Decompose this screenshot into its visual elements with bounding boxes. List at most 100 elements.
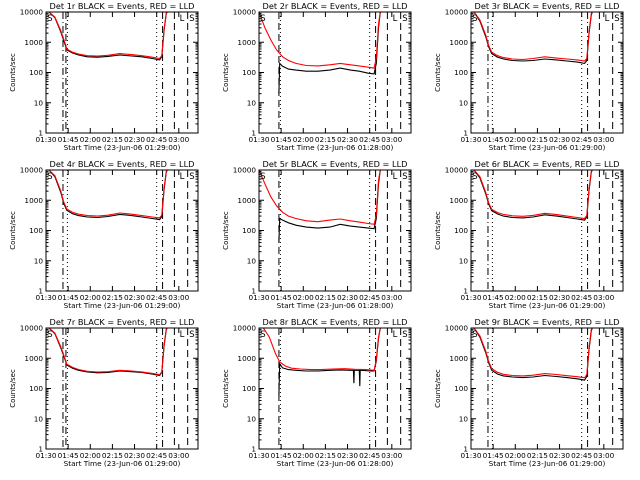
time-marker-annotation: L bbox=[605, 172, 610, 182]
y-tick-label: 1000 bbox=[449, 354, 468, 363]
x-tick-label: 02:15 bbox=[315, 135, 336, 144]
plot-frame bbox=[258, 327, 412, 450]
plot-frame bbox=[45, 327, 199, 450]
y-axis-label: Counts/sec bbox=[434, 369, 442, 408]
x-tick-label: 02:30 bbox=[549, 135, 570, 144]
x-tick-label: 01:30 bbox=[35, 293, 56, 302]
y-tick-label: 1 bbox=[463, 129, 468, 138]
time-marker-annotation: L bbox=[605, 330, 610, 340]
y-tick-label: 1000 bbox=[449, 196, 468, 205]
detector-chart-9: Det 9r BLACK = Events, RED = LLD 01:30 01:… bbox=[434, 317, 624, 468]
time-marker-annotation: S bbox=[472, 172, 477, 182]
time-marker-annotation: S bbox=[260, 14, 265, 24]
x-tick-label: 02:15 bbox=[527, 451, 548, 460]
y-tick-label: 100 bbox=[29, 68, 43, 77]
y-tick-label: 1000 bbox=[449, 38, 468, 47]
y-tick-label: 10 bbox=[34, 414, 44, 423]
x-tick-label: 02:30 bbox=[549, 293, 570, 302]
x-tick-label: 02:45 bbox=[146, 135, 167, 144]
x-tick-label: 02:00 bbox=[293, 135, 314, 144]
y-tick-label: 1000 bbox=[24, 38, 43, 47]
x-tick-label: 02:15 bbox=[315, 293, 336, 302]
y-tick-label: 1 bbox=[463, 445, 468, 454]
x-tick-label: 02:15 bbox=[527, 293, 548, 302]
series-events-line bbox=[46, 328, 169, 377]
y-tick-label: 100 bbox=[29, 226, 43, 235]
time-marker-annotation: S bbox=[47, 14, 52, 24]
detector-chart-4: Det 4r BLACK = Events, RED = LLD 01:30 01:… bbox=[9, 159, 199, 310]
y-axis-label: Counts/sec bbox=[222, 53, 230, 92]
x-tick-label: 02:30 bbox=[549, 451, 570, 460]
time-marker-annotation: S bbox=[614, 330, 619, 340]
x-tick-label: 01:45 bbox=[271, 135, 292, 144]
x-tick-label: 02:45 bbox=[146, 293, 167, 302]
x-tick-label: 02:00 bbox=[505, 135, 526, 144]
y-tick-label: 100 bbox=[242, 384, 256, 393]
y-tick-label: 1 bbox=[463, 287, 468, 296]
y-tick-label: 1 bbox=[38, 445, 43, 454]
x-tick-label: 02:45 bbox=[359, 451, 380, 460]
series-lld-line bbox=[259, 170, 382, 225]
y-axis-label: Counts/sec bbox=[434, 53, 442, 92]
x-tick-label: 02:15 bbox=[102, 135, 123, 144]
time-marker-annotation: L bbox=[393, 330, 398, 340]
y-tick-label: 10000 bbox=[233, 8, 257, 17]
x-tick-label: 02:45 bbox=[146, 451, 167, 460]
plot-frame bbox=[45, 11, 199, 134]
y-tick-label: 1 bbox=[38, 287, 43, 296]
y-tick-label: 1000 bbox=[237, 354, 256, 363]
detector-chart-8: Det 8r BLACK = Events, RED = LLD 01:30 01:… bbox=[222, 317, 412, 468]
y-tick-label: 10 bbox=[34, 256, 44, 265]
x-tick-label: 02:00 bbox=[80, 451, 101, 460]
x-axis-label: Start Time (23-Jun-06 01:29:00) bbox=[489, 459, 606, 468]
y-tick-label: 100 bbox=[242, 68, 256, 77]
x-axis-label: Start Time (23-Jun-06 01:29:00) bbox=[64, 301, 181, 310]
chart-title: Det 1r BLACK = Events, RED = LLD bbox=[50, 1, 195, 11]
x-tick-label: 01:45 bbox=[58, 293, 79, 302]
time-marker-annotation: L bbox=[180, 330, 185, 340]
x-tick-label: 01:30 bbox=[460, 293, 481, 302]
y-tick-label: 100 bbox=[242, 226, 256, 235]
y-tick-label: 10 bbox=[247, 98, 257, 107]
y-tick-label: 10000 bbox=[233, 166, 257, 175]
plot-frame bbox=[258, 11, 412, 134]
x-tick-label: 01:30 bbox=[460, 135, 481, 144]
chart-title: Det 7r BLACK = Events, RED = LLD bbox=[50, 317, 195, 327]
time-marker-annotation: S bbox=[260, 172, 265, 182]
time-marker-annotation: S bbox=[47, 172, 52, 182]
x-tick-label: 02:45 bbox=[359, 135, 380, 144]
chart-title: Det 4r BLACK = Events, RED = LLD bbox=[50, 159, 195, 169]
y-axis-label: Counts/sec bbox=[222, 369, 230, 408]
time-marker-annotation: S bbox=[402, 172, 407, 182]
y-tick-label: 10 bbox=[459, 256, 469, 265]
x-axis-label: Start Time (23-Jun-06 01:28:00) bbox=[277, 301, 394, 310]
detector-chart-1: Det 1r BLACK = Events, RED = LLD 01:30 01:… bbox=[9, 1, 199, 152]
y-tick-label: 10 bbox=[459, 414, 469, 423]
x-tick-label: 01:30 bbox=[248, 451, 269, 460]
x-tick-label: 01:30 bbox=[35, 451, 56, 460]
series-lld-line bbox=[471, 12, 594, 62]
time-marker-annotation: S bbox=[402, 14, 407, 24]
x-tick-label: 02:00 bbox=[293, 293, 314, 302]
x-tick-label: 01:30 bbox=[460, 451, 481, 460]
series-events-line bbox=[278, 170, 382, 243]
plot-frame bbox=[470, 11, 624, 134]
series-events-line bbox=[278, 12, 382, 94]
series-events-line bbox=[471, 12, 594, 65]
series-lld-line bbox=[259, 328, 382, 371]
series-lld-line bbox=[46, 12, 169, 60]
x-tick-label: 02:00 bbox=[505, 451, 526, 460]
y-tick-label: 1000 bbox=[237, 196, 256, 205]
y-tick-label: 100 bbox=[454, 384, 468, 393]
chart-title: Det 8r BLACK = Events, RED = LLD bbox=[263, 317, 408, 327]
x-tick-label: 01:30 bbox=[35, 135, 56, 144]
x-tick-label: 02:30 bbox=[124, 135, 145, 144]
x-tick-label: 02:30 bbox=[337, 135, 358, 144]
plot-frame bbox=[470, 327, 624, 450]
y-tick-label: 100 bbox=[29, 384, 43, 393]
y-axis-label: Counts/sec bbox=[9, 211, 17, 250]
x-tick-label: 03:00 bbox=[593, 293, 614, 302]
y-axis-label: Counts/sec bbox=[9, 53, 17, 92]
y-tick-label: 10 bbox=[247, 414, 257, 423]
